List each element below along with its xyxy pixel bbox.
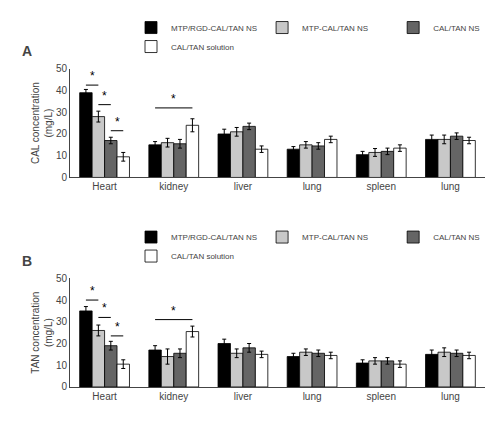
svg-text:0: 0 <box>61 172 67 183</box>
svg-text:20: 20 <box>56 338 68 349</box>
svg-text:B: B <box>22 253 32 269</box>
svg-text:40: 40 <box>56 295 68 306</box>
svg-text:CAL/TAN NS: CAL/TAN NS <box>433 233 480 242</box>
svg-text:MTP-CAL/TAN NS: MTP-CAL/TAN NS <box>302 24 368 33</box>
svg-text:A: A <box>22 43 32 59</box>
svg-text:*: * <box>90 284 95 298</box>
svg-text:Heart: Heart <box>92 391 117 402</box>
svg-text:*: * <box>115 320 120 334</box>
svg-text:CAL/TAN solution: CAL/TAN solution <box>171 252 234 261</box>
svg-text:*: * <box>171 92 176 106</box>
svg-text:MTP/RGD-CAL/TAN NS: MTP/RGD-CAL/TAN NS <box>171 24 257 33</box>
svg-text:Heart: Heart <box>92 181 117 192</box>
svg-text:0: 0 <box>61 381 67 392</box>
svg-text:spleen: spleen <box>367 181 396 192</box>
svg-text:*: * <box>90 69 95 83</box>
svg-text:30: 30 <box>56 107 68 118</box>
svg-text:30: 30 <box>56 316 68 327</box>
svg-text:MTP/RGD-CAL/TAN NS: MTP/RGD-CAL/TAN NS <box>171 233 257 242</box>
svg-text:MTP-CAL/TAN NS: MTP-CAL/TAN NS <box>302 233 368 242</box>
svg-text:10: 10 <box>56 360 68 371</box>
svg-text:lung: lung <box>441 181 460 192</box>
svg-text:spleen: spleen <box>367 391 396 402</box>
svg-text:liver: liver <box>234 181 253 192</box>
svg-text:*: * <box>171 304 176 318</box>
svg-text:50: 50 <box>56 273 68 284</box>
svg-text:CAL/TAN solution: CAL/TAN solution <box>171 43 234 52</box>
svg-text:*: * <box>102 301 107 315</box>
svg-text:TAN concentration(mg/L): TAN concentration(mg/L) <box>30 292 54 374</box>
svg-text:40: 40 <box>56 85 68 96</box>
svg-text:10: 10 <box>56 150 68 161</box>
svg-text:CAL/TAN NS: CAL/TAN NS <box>433 24 480 33</box>
svg-text:kidney: kidney <box>159 391 188 402</box>
svg-text:lung: lung <box>303 391 322 402</box>
svg-text:20: 20 <box>56 128 68 139</box>
svg-text:*: * <box>115 115 120 129</box>
svg-text:CAL concentration(mg/L): CAL concentration(mg/L) <box>30 82 54 164</box>
svg-text:liver: liver <box>234 391 253 402</box>
svg-text:lung: lung <box>303 181 322 192</box>
svg-text:kidney: kidney <box>159 181 188 192</box>
svg-text:lung: lung <box>441 391 460 402</box>
svg-text:50: 50 <box>56 63 68 74</box>
svg-text:*: * <box>102 89 107 103</box>
